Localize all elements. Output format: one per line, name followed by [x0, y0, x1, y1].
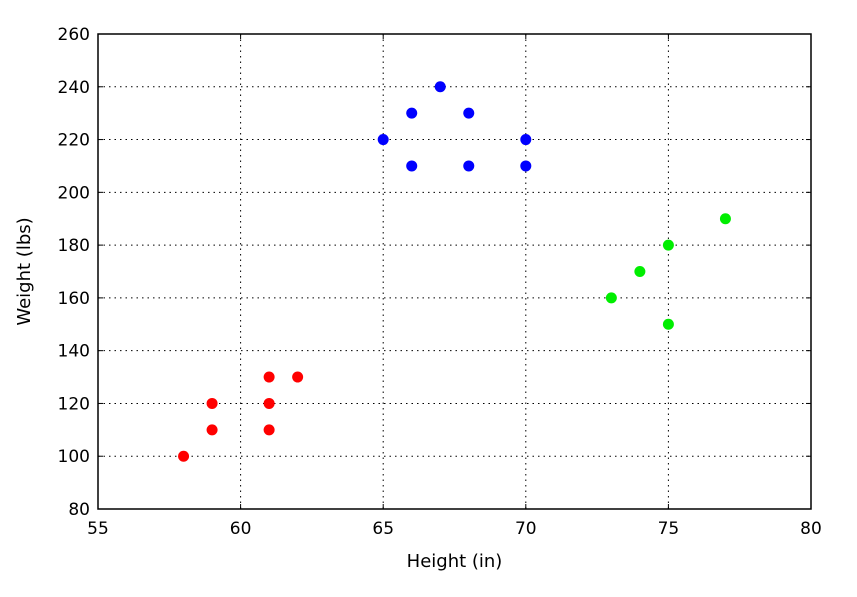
y-tick-label: 160: [58, 289, 90, 309]
y-tick-label: 220: [58, 131, 90, 151]
x-tick-label: 65: [372, 519, 394, 539]
x-tick-label: 70: [515, 519, 537, 539]
tick-labels: 55 60 65 70 75 80 80 100 120 140 160 180 200 220 240 26…: [58, 25, 822, 539]
data-point: [520, 160, 532, 172]
data-point: [605, 292, 617, 304]
data-point: [292, 371, 304, 383]
data-point: [434, 81, 446, 93]
data-point: [263, 371, 275, 383]
data-point: [377, 134, 389, 146]
y-tick-label: 180: [58, 236, 90, 256]
data-point: [263, 397, 275, 409]
y-tick-label: 100: [58, 447, 90, 467]
grid: [98, 34, 811, 509]
data-points: [178, 81, 731, 462]
data-point: [406, 107, 418, 119]
data-point: [206, 397, 218, 409]
data-point: [263, 424, 275, 436]
data-point: [463, 160, 475, 172]
data-point: [662, 318, 674, 330]
y-tick-label: 200: [58, 183, 90, 203]
data-point: [178, 450, 190, 462]
y-tick-label: 140: [58, 342, 90, 362]
x-tick-label: 55: [87, 519, 109, 539]
y-tick-label: 120: [58, 394, 90, 414]
x-tick-label: 80: [800, 519, 822, 539]
y-tick-label: 240: [58, 78, 90, 98]
data-point: [206, 424, 218, 436]
data-point: [634, 266, 646, 277]
plot-area-frame: [97, 33, 812, 510]
y-tick-label: 260: [58, 25, 90, 45]
y-tick-label: 80: [68, 500, 90, 520]
x-axis-label: Height (in): [407, 551, 503, 572]
data-point: [406, 160, 418, 172]
x-tick-label: 75: [658, 519, 680, 539]
data-point: [520, 134, 532, 146]
y-axis-label: Weight (lbs): [14, 217, 35, 325]
data-point: [662, 239, 674, 251]
data-point: [463, 107, 475, 119]
data-point: [719, 213, 731, 225]
x-tick-label: 60: [230, 519, 252, 539]
